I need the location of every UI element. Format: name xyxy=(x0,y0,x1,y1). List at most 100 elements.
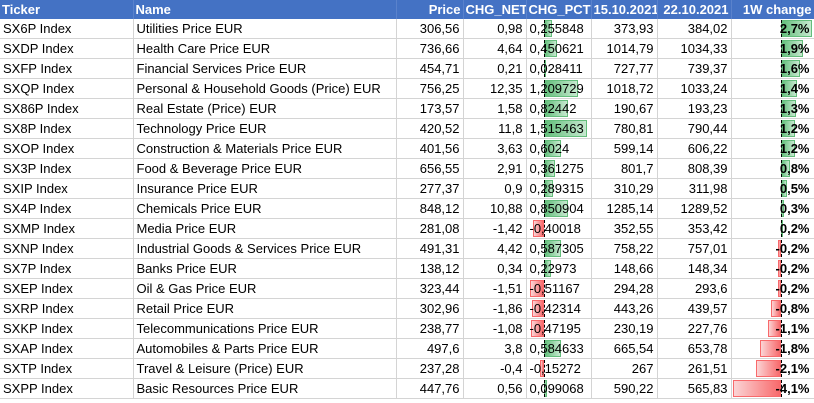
cell-1w-change[interactable]: -0,2% xyxy=(731,238,814,259)
cell-name[interactable]: Health Care Price EUR xyxy=(133,38,397,59)
cell-price[interactable]: 238,77 xyxy=(396,318,464,339)
cell-ticker[interactable]: SX3P Index xyxy=(0,158,134,179)
cell-chg-pct[interactable]: -0,42314 xyxy=(526,298,592,319)
cell-date-1[interactable]: 267 xyxy=(591,358,658,379)
header-date-1[interactable]: 15.10.2021 xyxy=(591,0,658,19)
header-price[interactable]: Price xyxy=(396,0,464,19)
cell-date-1[interactable]: 310,29 xyxy=(591,178,658,199)
cell-date-1[interactable]: 801,7 xyxy=(591,158,658,179)
cell-price[interactable]: 656,55 xyxy=(396,158,464,179)
cell-name[interactable]: Construction & Materials Price EUR xyxy=(133,138,397,159)
cell-date-2[interactable]: 1033,24 xyxy=(657,78,732,99)
cell-chg-pct[interactable]: -0,47195 xyxy=(526,318,592,339)
cell-chg-net[interactable]: 11,8 xyxy=(463,118,527,139)
cell-chg-pct[interactable]: 0,850904 xyxy=(526,198,592,219)
cell-1w-change[interactable]: -4,1% xyxy=(731,378,814,399)
cell-date-2[interactable]: 193,23 xyxy=(657,98,732,119)
cell-chg-net[interactable]: 1,58 xyxy=(463,98,527,119)
cell-name[interactable]: Telecommunications Price EUR xyxy=(133,318,397,339)
cell-ticker[interactable]: SXDP Index xyxy=(0,38,134,59)
cell-chg-net[interactable]: 4,42 xyxy=(463,238,527,259)
cell-date-1[interactable]: 148,66 xyxy=(591,258,658,279)
cell-chg-pct[interactable]: 0,255848 xyxy=(526,19,592,39)
cell-chg-pct[interactable]: -0,40018 xyxy=(526,218,592,239)
cell-name[interactable]: Insurance Price EUR xyxy=(133,178,397,199)
cell-ticker[interactable]: SX86P Index xyxy=(0,98,134,119)
cell-date-1[interactable]: 352,55 xyxy=(591,218,658,239)
cell-date-2[interactable]: 293,6 xyxy=(657,278,732,299)
cell-1w-change[interactable]: 1,3% xyxy=(731,98,814,119)
cell-chg-net[interactable]: -0,4 xyxy=(463,358,527,379)
cell-date-1[interactable]: 443,26 xyxy=(591,298,658,319)
cell-date-1[interactable]: 1018,72 xyxy=(591,78,658,99)
cell-price[interactable]: 138,12 xyxy=(396,258,464,279)
cell-price[interactable]: 756,25 xyxy=(396,78,464,99)
cell-date-1[interactable]: 665,54 xyxy=(591,338,658,359)
cell-price[interactable]: 736,66 xyxy=(396,38,464,59)
cell-chg-net[interactable]: 10,88 xyxy=(463,198,527,219)
header-chg-net[interactable]: CHG_NET xyxy=(463,0,527,19)
cell-name[interactable]: Food & Beverage Price EUR xyxy=(133,158,397,179)
cell-chg-net[interactable]: 2,91 xyxy=(463,158,527,179)
header-date-2[interactable]: 22.10.2021 xyxy=(657,0,732,19)
cell-price[interactable]: 306,56 xyxy=(396,19,464,39)
cell-chg-pct[interactable]: 0,450621 xyxy=(526,38,592,59)
cell-ticker[interactable]: SXQP Index xyxy=(0,78,134,99)
cell-date-1[interactable]: 780,81 xyxy=(591,118,658,139)
cell-date-2[interactable]: 757,01 xyxy=(657,238,732,259)
cell-price[interactable]: 323,44 xyxy=(396,278,464,299)
cell-date-2[interactable]: 439,57 xyxy=(657,298,732,319)
cell-chg-net[interactable]: -1,42 xyxy=(463,218,527,239)
cell-1w-change[interactable]: 0,3% xyxy=(731,198,814,219)
cell-price[interactable]: 497,6 xyxy=(396,338,464,359)
cell-date-2[interactable]: 1289,52 xyxy=(657,198,732,219)
cell-chg-net[interactable]: 0,56 xyxy=(463,378,527,399)
cell-1w-change[interactable]: -0,8% xyxy=(731,298,814,319)
cell-price[interactable]: 454,71 xyxy=(396,58,464,79)
cell-chg-net[interactable]: 0,9 xyxy=(463,178,527,199)
cell-1w-change[interactable]: 1,9% xyxy=(731,38,814,59)
cell-date-2[interactable]: 261,51 xyxy=(657,358,732,379)
cell-date-2[interactable]: 1034,33 xyxy=(657,38,732,59)
cell-chg-net[interactable]: 12,35 xyxy=(463,78,527,99)
cell-name[interactable]: Financial Services Price EUR xyxy=(133,58,397,79)
cell-chg-net[interactable]: 0,98 xyxy=(463,19,527,39)
cell-chg-pct[interactable]: -0,15272 xyxy=(526,358,592,379)
cell-name[interactable]: Travel & Leisure (Price) EUR xyxy=(133,358,397,379)
cell-ticker[interactable]: SXIP Index xyxy=(0,178,134,199)
cell-date-2[interactable]: 808,39 xyxy=(657,158,732,179)
cell-1w-change[interactable]: 0,5% xyxy=(731,178,814,199)
cell-ticker[interactable]: SXKP Index xyxy=(0,318,134,339)
cell-date-2[interactable]: 384,02 xyxy=(657,19,732,39)
cell-chg-pct[interactable]: 0,587305 xyxy=(526,238,592,259)
cell-chg-pct[interactable]: 0,361275 xyxy=(526,158,592,179)
cell-ticker[interactable]: SX7P Index xyxy=(0,258,134,279)
cell-chg-pct[interactable]: 0,099068 xyxy=(526,378,592,399)
cell-ticker[interactable]: SX4P Index xyxy=(0,198,134,219)
cell-ticker[interactable]: SXPP Index xyxy=(0,378,134,399)
cell-chg-net[interactable]: -1,86 xyxy=(463,298,527,319)
cell-price[interactable]: 302,96 xyxy=(396,298,464,319)
cell-price[interactable]: 281,08 xyxy=(396,218,464,239)
cell-1w-change[interactable]: 0,8% xyxy=(731,158,814,179)
cell-ticker[interactable]: SXTP Index xyxy=(0,358,134,379)
cell-1w-change[interactable]: 1,6% xyxy=(731,58,814,79)
cell-name[interactable]: Oil & Gas Price EUR xyxy=(133,278,397,299)
cell-name[interactable]: Industrial Goods & Services Price EUR xyxy=(133,238,397,259)
cell-date-1[interactable]: 727,77 xyxy=(591,58,658,79)
cell-date-1[interactable]: 294,28 xyxy=(591,278,658,299)
cell-chg-net[interactable]: -1,08 xyxy=(463,318,527,339)
header-name[interactable]: Name xyxy=(133,0,397,19)
cell-name[interactable]: Personal & Household Goods (Price) EUR xyxy=(133,78,397,99)
cell-date-1[interactable]: 373,93 xyxy=(591,19,658,39)
header-ticker[interactable]: Ticker xyxy=(0,0,134,19)
cell-1w-change[interactable]: 1,2% xyxy=(731,138,814,159)
cell-ticker[interactable]: SXEP Index xyxy=(0,278,134,299)
header-1w-change[interactable]: 1W change xyxy=(731,0,814,19)
cell-1w-change[interactable]: 1,4% xyxy=(731,78,814,99)
cell-ticker[interactable]: SXNP Index xyxy=(0,238,134,259)
cell-date-2[interactable]: 653,78 xyxy=(657,338,732,359)
cell-1w-change[interactable]: -2,1% xyxy=(731,358,814,379)
cell-chg-net[interactable]: 4,64 xyxy=(463,38,527,59)
cell-price[interactable]: 277,37 xyxy=(396,178,464,199)
